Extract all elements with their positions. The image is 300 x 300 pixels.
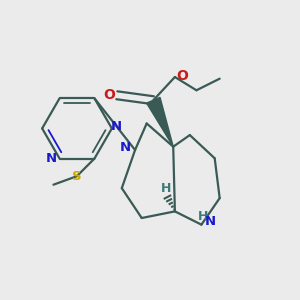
Text: N: N [110, 120, 122, 133]
Text: O: O [103, 88, 116, 102]
Text: N: N [46, 152, 57, 165]
Text: N: N [120, 141, 131, 154]
Text: O: O [176, 69, 188, 83]
Text: N: N [205, 215, 216, 228]
Text: H: H [160, 182, 171, 195]
Text: S: S [72, 170, 82, 183]
Polygon shape [147, 98, 173, 147]
Text: H: H [198, 210, 208, 223]
